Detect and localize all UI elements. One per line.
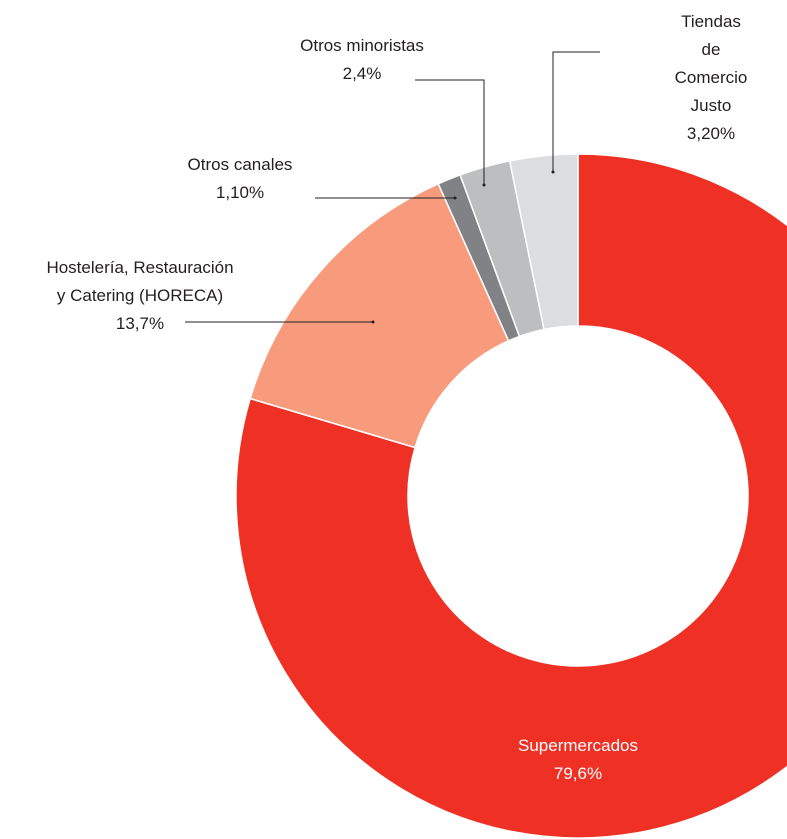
donut-slice: [508, 153, 579, 331]
leader-dot: [551, 170, 555, 174]
value-label: 79,6%: [553, 764, 603, 783]
leader-line: [415, 79, 485, 185]
donut-slice: [235, 153, 787, 839]
leader-dot: [453, 196, 457, 200]
category-name: Tiendas de Comercio Justo: [674, 12, 748, 115]
category-name: Hostelería, Restauración y Catering (HOR…: [46, 258, 234, 305]
value-label: 13,7%: [115, 314, 165, 333]
value-label: 1,10%: [215, 183, 265, 202]
leader-dot: [482, 183, 486, 187]
slices: [235, 153, 787, 839]
slice-label: Tiendas de Comercio Justo 3,20%: [673, 8, 749, 148]
leader-dot: [371, 320, 375, 324]
slice-label: Otros minoristas 2,4%: [300, 32, 424, 88]
category-name: Otros canales: [187, 155, 293, 174]
category-name: Supermercados: [517, 736, 639, 755]
category-name: Otros minoristas: [300, 36, 424, 55]
leader-line: [552, 51, 600, 172]
value-label: 2,4%: [342, 64, 382, 83]
slice-label: Supermercados 79,6%: [518, 732, 638, 788]
slice-label: Otros canales 1,10%: [188, 151, 293, 207]
slice-label: Hostelería, Restauración y Catering (HOR…: [46, 254, 233, 338]
value-label: 3,20%: [686, 124, 736, 143]
